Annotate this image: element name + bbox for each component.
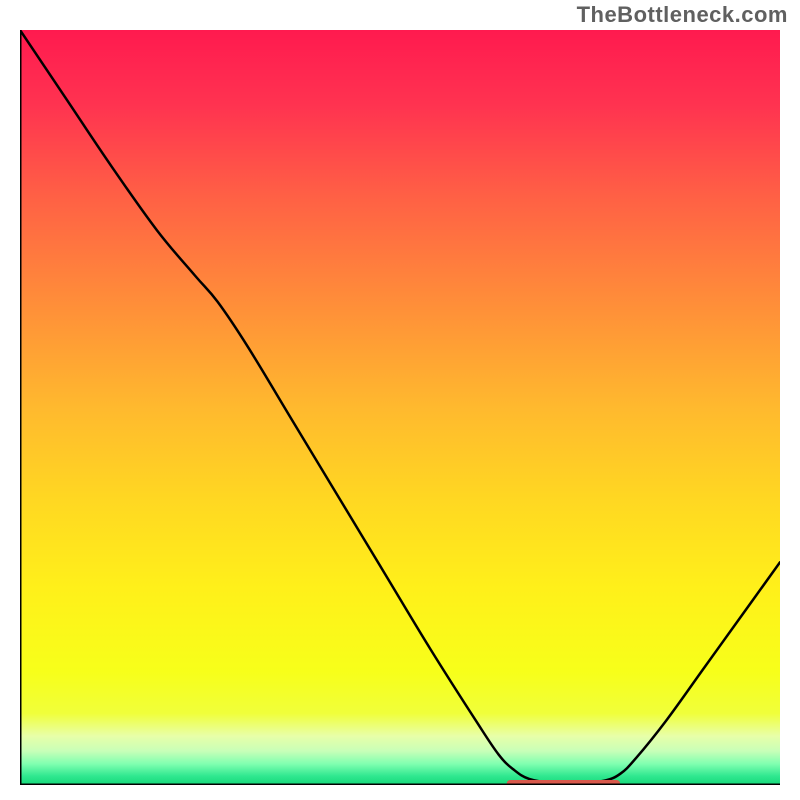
- bottleneck-chart: [0, 0, 800, 800]
- chart-container: TheBottleneck.com: [0, 0, 800, 800]
- plot-area: [20, 30, 780, 785]
- watermark-text: TheBottleneck.com: [577, 2, 788, 28]
- gradient-background: [20, 30, 780, 785]
